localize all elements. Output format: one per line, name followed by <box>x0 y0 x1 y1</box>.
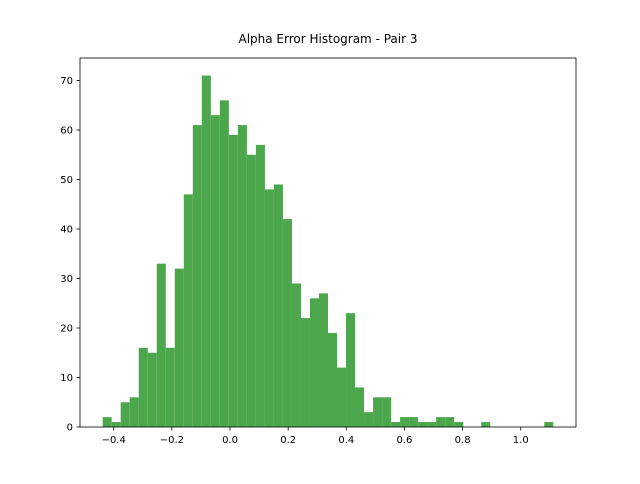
bar <box>409 417 419 427</box>
bar <box>391 422 401 427</box>
bar <box>355 387 365 427</box>
x-tick-label: 1.0 <box>513 435 529 446</box>
bar <box>192 125 202 427</box>
bar <box>129 397 139 427</box>
axes-frame <box>79 57 577 428</box>
bar <box>219 100 229 427</box>
bar <box>246 154 256 427</box>
x-tick-label: 0.0 <box>222 435 238 446</box>
bar <box>201 75 211 428</box>
bar <box>165 347 175 427</box>
y-tick-label: 10 <box>60 373 73 384</box>
bar <box>102 417 112 427</box>
bar <box>264 189 274 427</box>
bar <box>418 422 428 427</box>
bar <box>346 313 356 427</box>
bar <box>364 412 374 427</box>
bar <box>373 397 383 427</box>
bar <box>156 263 166 427</box>
y-tick-label: 60 <box>60 126 73 137</box>
bar <box>111 422 121 427</box>
y-tick-label: 30 <box>60 274 73 285</box>
bar <box>183 194 193 427</box>
bar <box>300 318 310 427</box>
bar <box>147 352 157 427</box>
chart-title: Alpha Error Histogram - Pair 3 <box>239 32 418 46</box>
bar <box>120 402 130 427</box>
bar <box>382 397 392 427</box>
bar <box>174 268 184 427</box>
y-tick-label: 70 <box>60 76 73 87</box>
bar <box>273 184 283 427</box>
x-tick-label: 0.2 <box>280 435 296 446</box>
bar <box>138 347 148 427</box>
y-tick-label: 0 <box>67 423 73 434</box>
bar <box>291 283 301 427</box>
bar <box>481 422 491 427</box>
bar <box>228 134 238 427</box>
y-tick-label: 50 <box>60 175 73 186</box>
y-tick-label: 40 <box>60 225 73 236</box>
x-tick-label: −0.4 <box>102 435 126 446</box>
x-tick-label: 0.4 <box>338 435 354 446</box>
bar <box>318 293 328 427</box>
bar <box>427 422 437 427</box>
bar <box>282 219 292 427</box>
bar <box>454 422 464 427</box>
bar <box>309 298 319 427</box>
y-tick-label: 20 <box>60 324 73 335</box>
bar <box>328 332 338 427</box>
x-tick-label: 0.6 <box>397 435 413 446</box>
x-tick-label: 0.8 <box>455 435 471 446</box>
bar <box>436 417 446 427</box>
bar <box>445 417 455 427</box>
bar <box>400 417 410 427</box>
bar <box>237 125 247 427</box>
x-tick-label: −0.2 <box>160 435 184 446</box>
bar <box>210 115 220 428</box>
bar <box>337 367 347 427</box>
bar <box>255 144 265 428</box>
bar <box>544 422 554 427</box>
